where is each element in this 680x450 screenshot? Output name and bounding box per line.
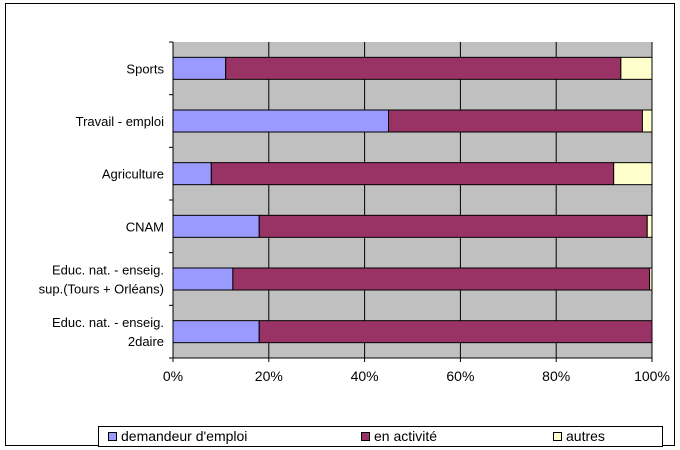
x-tick-label: 40% — [351, 368, 379, 384]
legend-item-en-activite: en activité — [361, 428, 437, 444]
category-label: Agriculture — [102, 167, 164, 182]
bar-autres — [646, 214, 653, 238]
category-label: Educ. nat. - enseig. — [52, 315, 164, 330]
bar-en-activit- — [210, 162, 615, 186]
bar-autres — [641, 109, 653, 133]
legend-label-en-activite: en activité — [374, 428, 438, 444]
legend-swatch-autres — [553, 431, 562, 441]
bar-demandeur-d-emploi — [172, 267, 234, 291]
legend-label-autres: autres — [566, 428, 605, 444]
legend-item-demandeur: demandeur d'emploi — [108, 428, 247, 444]
bar-en-activit- — [232, 267, 651, 291]
bar-demandeur-d-emploi — [172, 320, 260, 344]
legend-label-demandeur: demandeur d'emploi — [121, 428, 248, 444]
legend: demandeur d'emploi en activité autres — [98, 426, 663, 447]
chart: 0% 20% 40% 60% 80% 100% Sports Travail - emploi… — [39, 41, 670, 384]
category-label: 2daire — [128, 334, 164, 349]
bar-demandeur-d-emploi — [172, 214, 260, 238]
bar-autres — [649, 267, 653, 291]
legend-item-autres: autres — [553, 428, 605, 444]
bar-autres — [613, 162, 653, 186]
category-label: Travail - emploi — [76, 114, 164, 129]
bar-en-activit- — [388, 109, 643, 133]
x-tick-label: 100% — [634, 368, 670, 384]
bar-demandeur-d-emploi — [172, 56, 227, 80]
category-label: Educ. nat. - enseig. — [52, 263, 164, 278]
legend-swatch-demandeur — [108, 431, 117, 441]
x-tick-label: 20% — [255, 368, 283, 384]
category-label: CNAM — [126, 219, 164, 234]
bar-demandeur-d-emploi — [172, 109, 390, 133]
x-tick-label: 60% — [446, 368, 474, 384]
category-label: Sports — [126, 61, 164, 76]
bar-en-activit- — [258, 320, 653, 344]
bar-autres — [620, 56, 653, 80]
bar-demandeur-d-emploi — [172, 162, 212, 186]
bar-en-activit- — [225, 56, 622, 80]
x-tick-label: 80% — [542, 368, 570, 384]
legend-swatch-en-activite — [361, 431, 370, 441]
x-tick-label: 0% — [163, 368, 183, 384]
bar-en-activit- — [258, 214, 648, 238]
category-label: sup.(Tours + Orléans) — [39, 282, 164, 297]
plot-area — [173, 42, 652, 358]
